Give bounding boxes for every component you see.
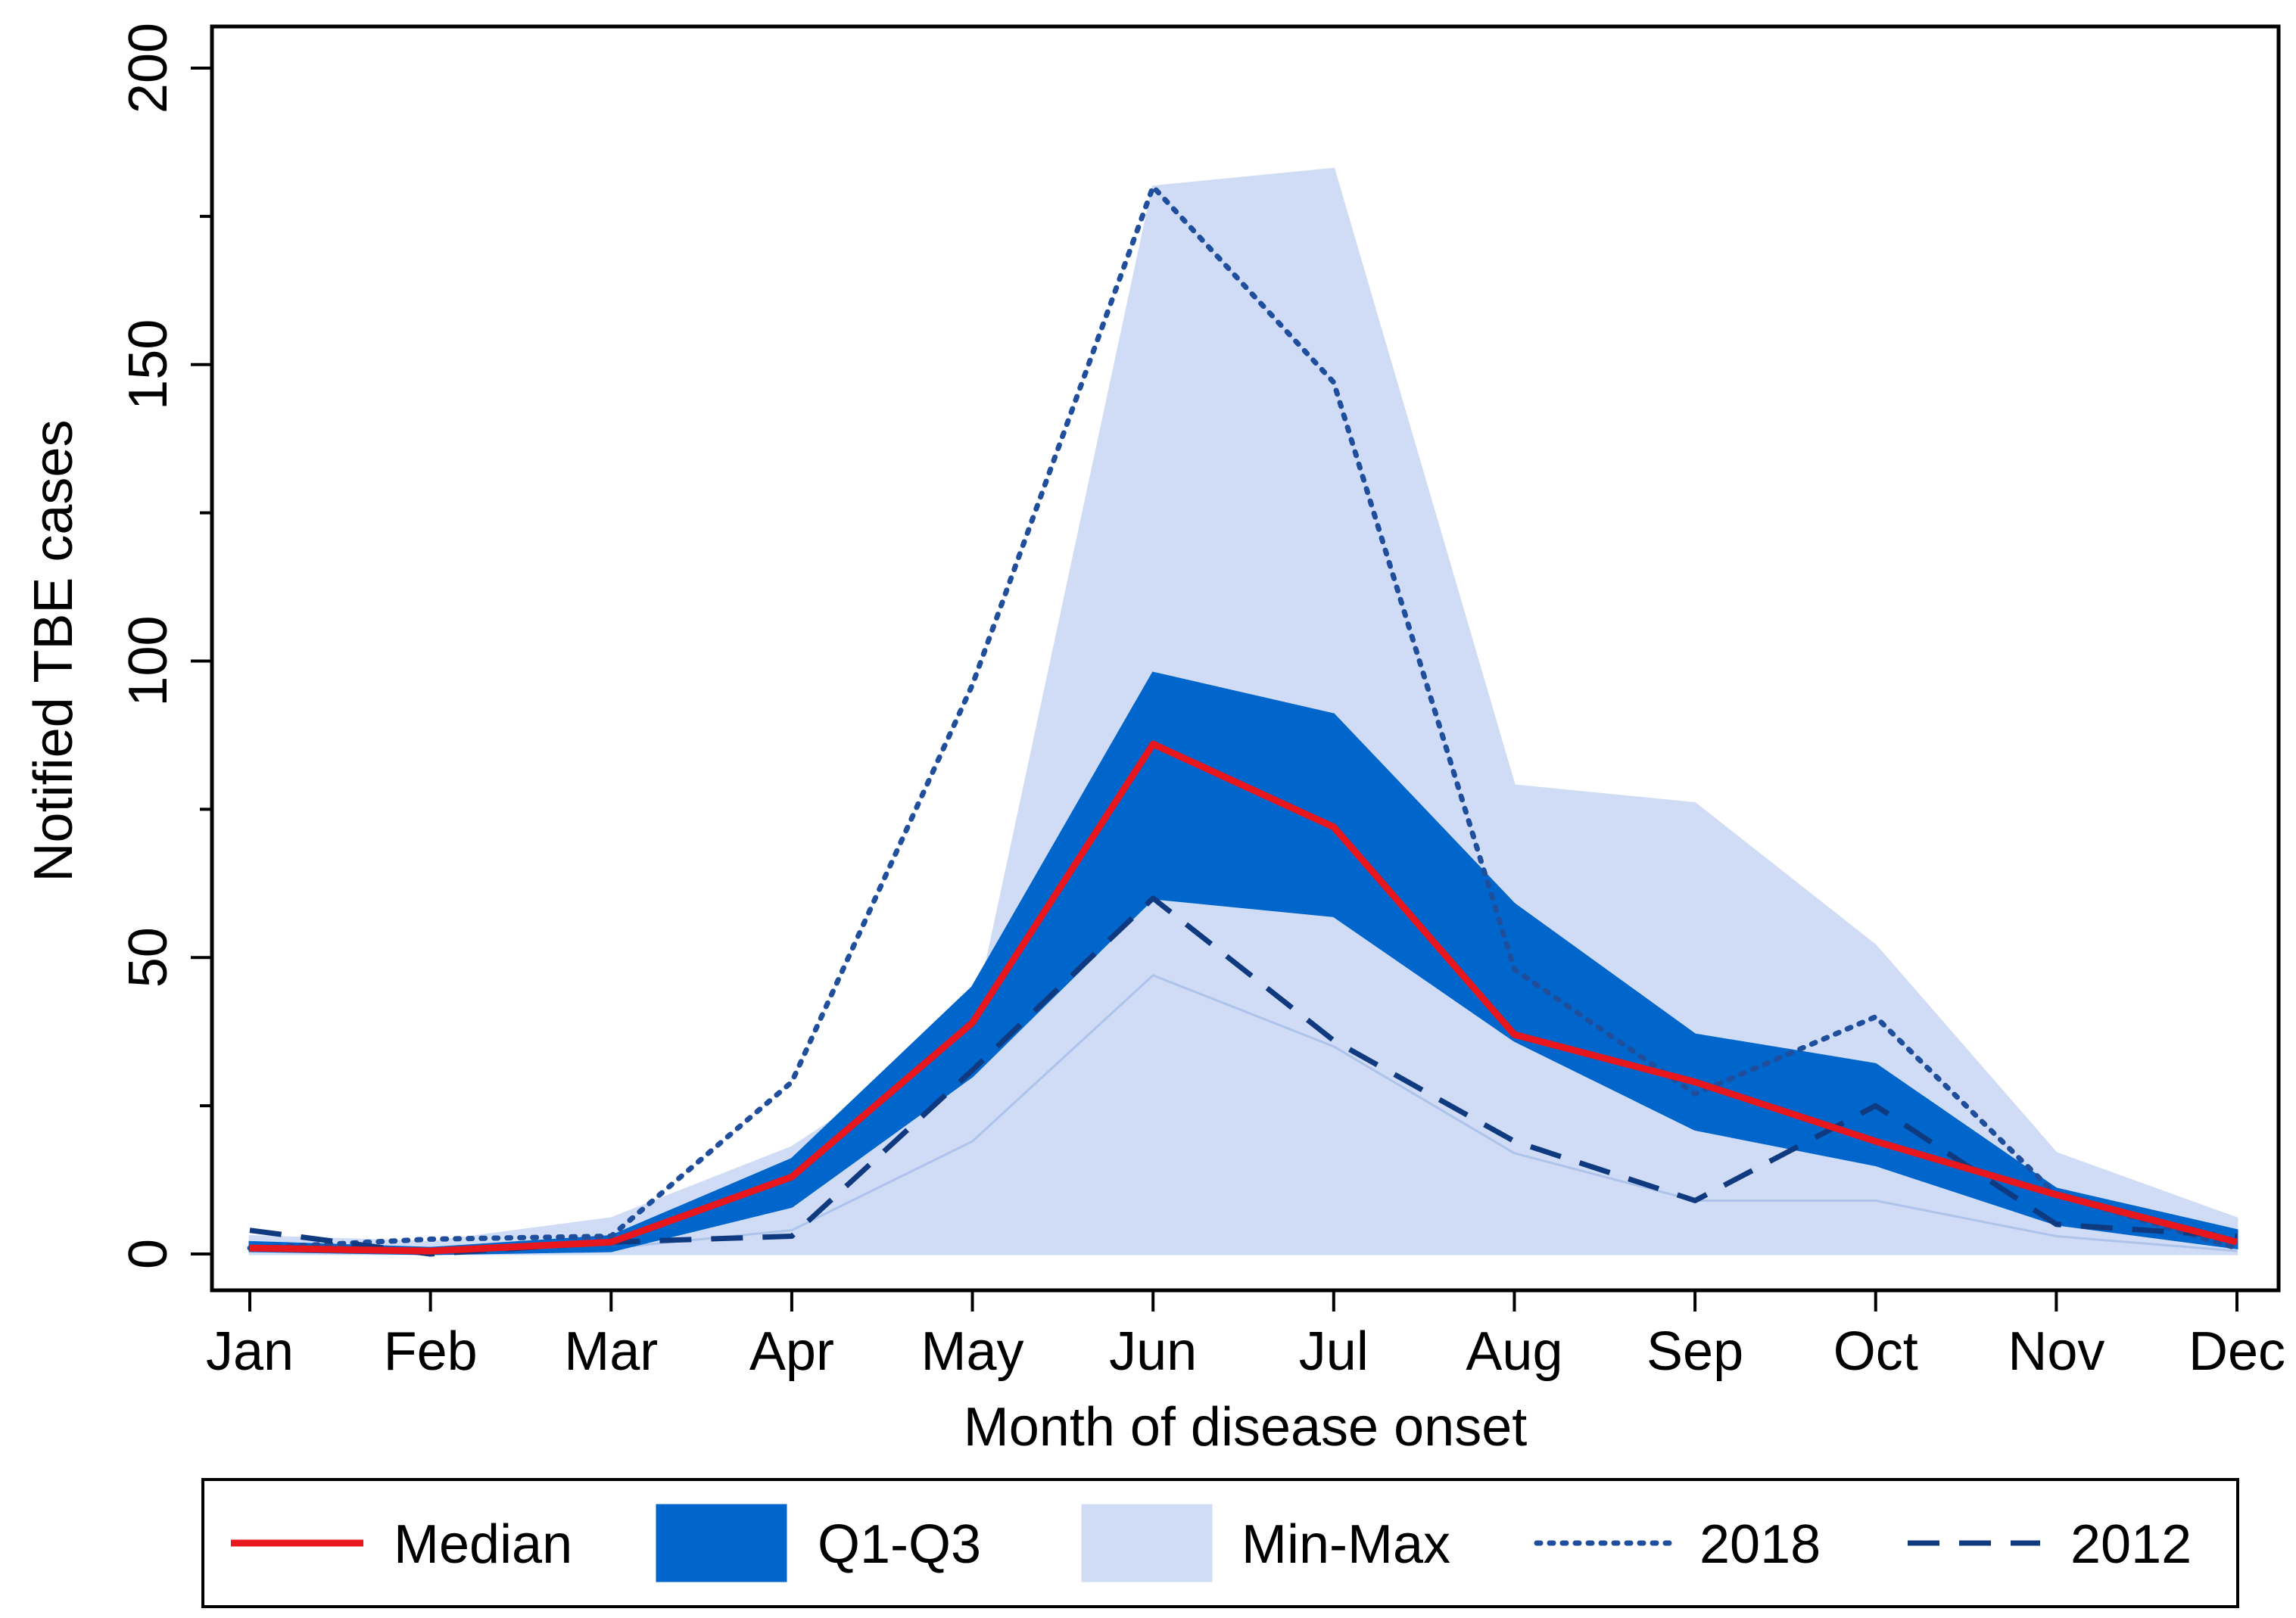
x-tick-label: Jul — [1299, 1321, 1369, 1382]
y-tick-label: 200 — [118, 23, 179, 114]
y-tick-label: 50 — [118, 927, 179, 988]
x-tick-label: Feb — [384, 1321, 478, 1382]
x-tick-label: Aug — [1466, 1321, 1562, 1382]
y-tick-labels: 0 50 100 150 200 — [118, 23, 179, 1269]
x-tick-label: Sep — [1646, 1321, 1743, 1382]
plot-frame — [210, 24, 2281, 1293]
legend-label: Median — [394, 1514, 572, 1575]
legend-label: 2018 — [1699, 1514, 1821, 1575]
legend-label: Min-Max — [1241, 1514, 1450, 1575]
x-tick-labels: Jan Feb Mar Apr May Jun Jul Aug Sep Oct Nov Dec — [206, 1321, 2285, 1382]
y-tick-label: 150 — [118, 319, 179, 410]
series-line-2018 — [247, 184, 2240, 1251]
legend: Median Q1-Q3 Min-Max 2018 2012 — [201, 1478, 2239, 1608]
x-tick-label: Nov — [2008, 1321, 2104, 1382]
y-axis-title: Notified TBE cases — [23, 420, 84, 882]
x-tick-label: Jan — [206, 1321, 294, 1382]
axes-layer — [191, 24, 2281, 1312]
x-axis-title: Month of disease onset — [964, 1397, 1527, 1458]
x-tick-label: Apr — [749, 1321, 834, 1382]
y-tick-label: 0 — [118, 1239, 179, 1269]
lines-layer — [247, 184, 2240, 1257]
x-tick-label: May — [921, 1321, 1024, 1382]
legend-label: 2012 — [2070, 1514, 2192, 1575]
legend-swatch-min-max — [1081, 1504, 1213, 1582]
band-q1-q3 — [248, 671, 2238, 1256]
x-tick-label: Dec — [2189, 1321, 2285, 1382]
x-tick-label: Jun — [1109, 1321, 1197, 1382]
bands-layer — [248, 167, 2238, 1256]
series-line-median — [249, 740, 2238, 1255]
legend-swatch-q1-q3 — [656, 1504, 787, 1582]
legend-box — [201, 1478, 2239, 1608]
y-tick-label: 100 — [118, 615, 179, 706]
x-tick-label: Oct — [1833, 1321, 1918, 1382]
legend-label: Q1-Q3 — [818, 1514, 981, 1575]
x-tick-label: Mar — [564, 1321, 658, 1382]
